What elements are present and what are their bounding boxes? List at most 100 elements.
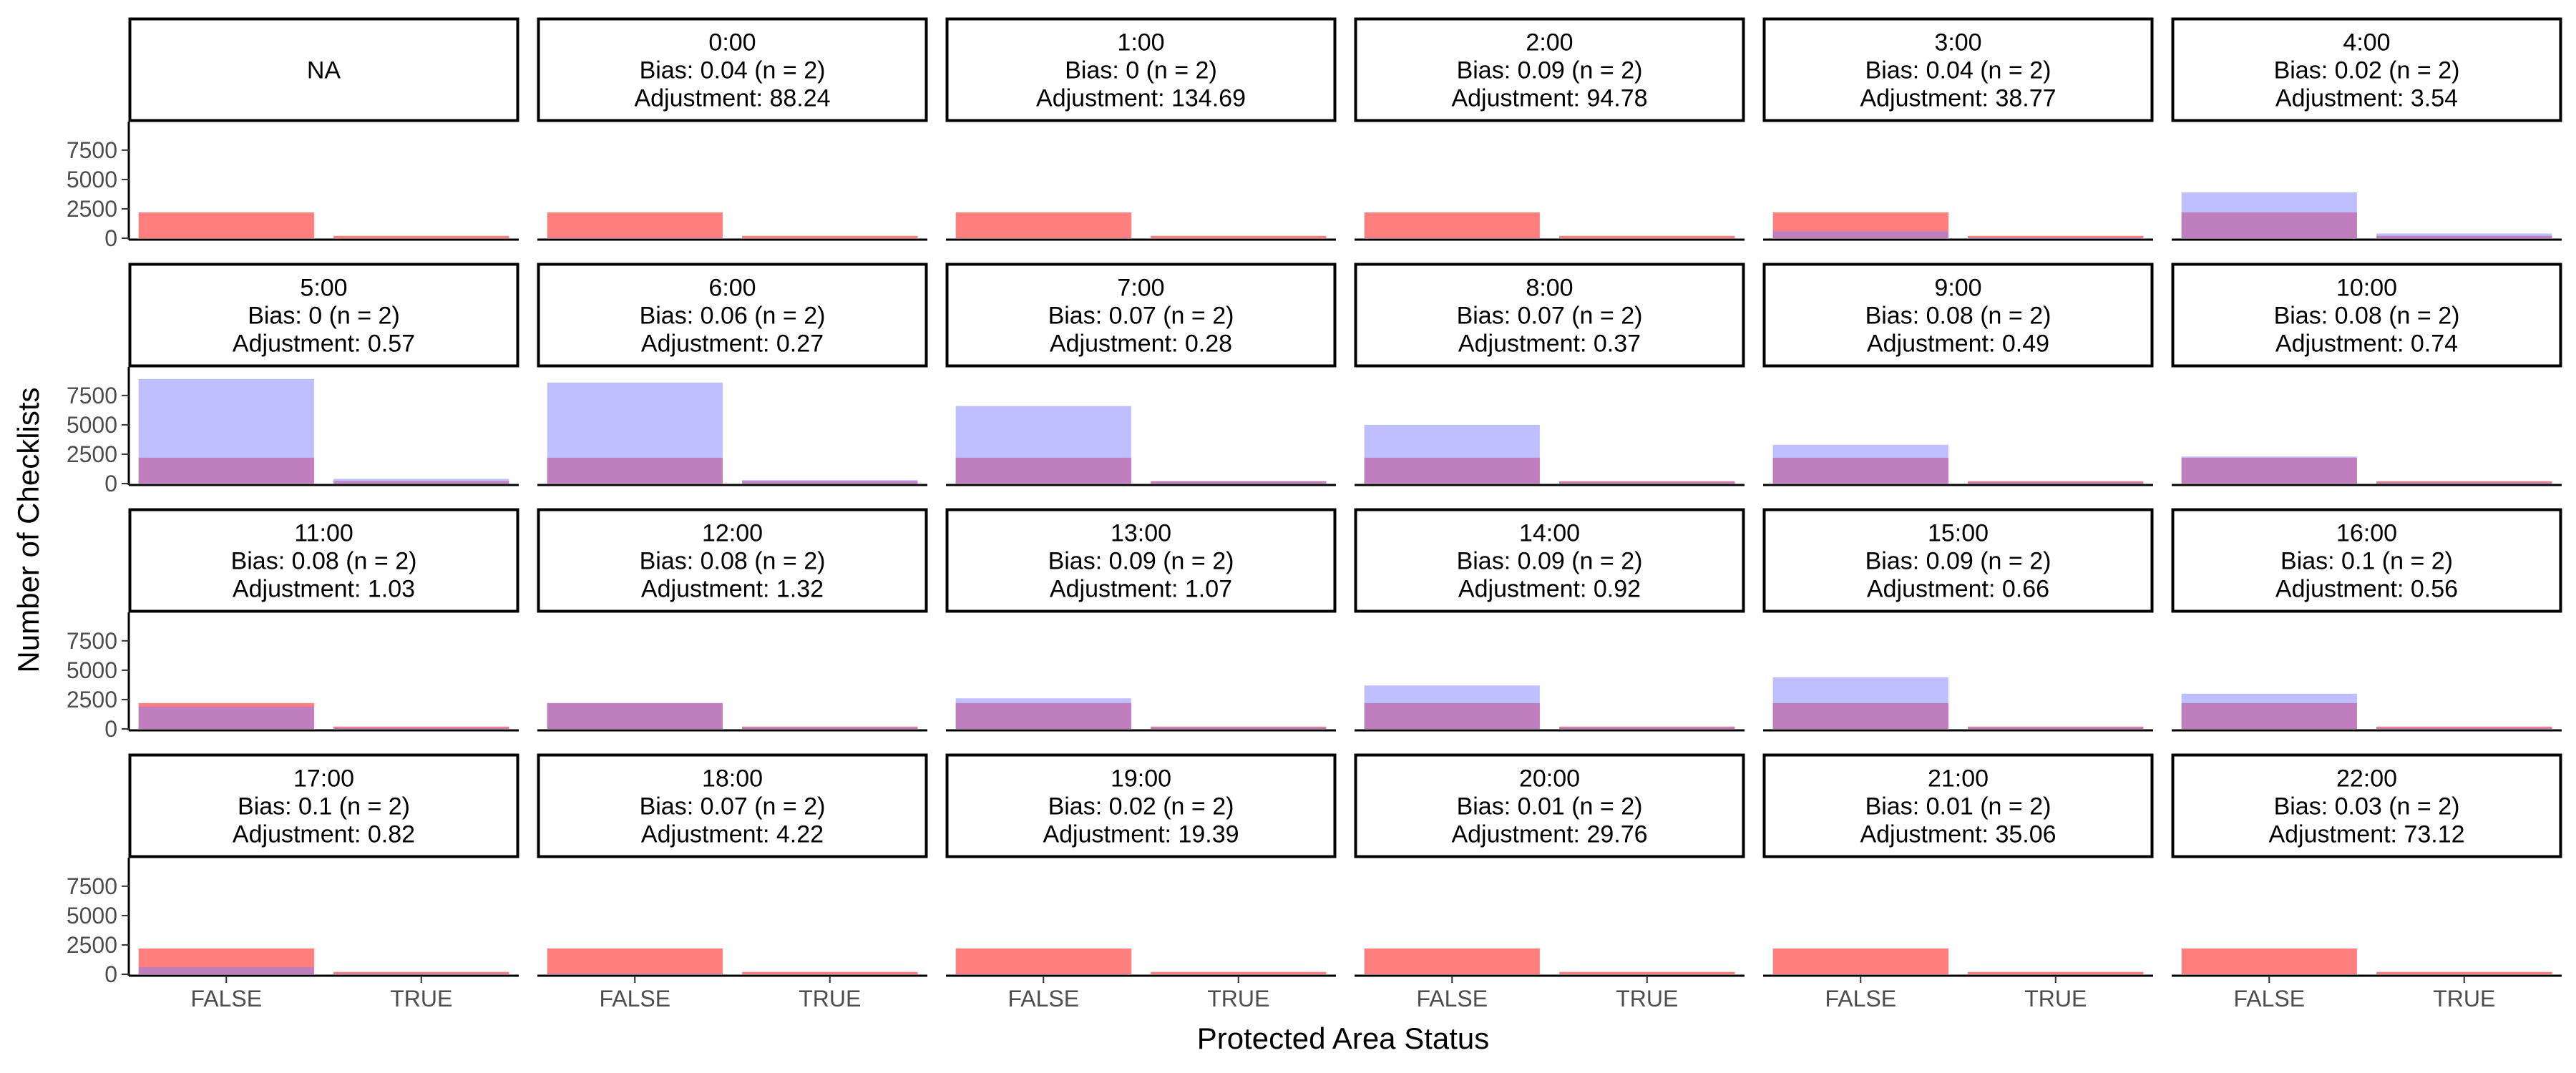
bar-series-b <box>742 727 918 729</box>
bar-series-b <box>547 702 723 729</box>
facet-label: NA <box>307 57 341 84</box>
y-tick-label: 7500 <box>67 383 117 408</box>
bar-series-a <box>547 212 723 238</box>
facet-strip <box>1762 17 2154 122</box>
facet-adjustment-label: Adjustment: 35.06 <box>1860 821 2056 848</box>
y-tick-label: 2500 <box>67 441 117 467</box>
facet-label: 14:00 <box>1519 520 1580 547</box>
facet-strip <box>2171 17 2562 122</box>
bar-series-b <box>2376 482 2552 484</box>
bar-series-a <box>1968 971 2144 974</box>
facet-label: 13:00 <box>1111 520 1171 547</box>
facet-adjustment-label: Adjustment: 0.57 <box>233 330 415 358</box>
bar-series-a <box>955 948 1131 974</box>
facet-label: 3:00 <box>1934 29 1981 57</box>
facet-adjustment-label: Adjustment: 0.92 <box>1458 576 1641 603</box>
facet-bias-label: Bias: 0.1 (n = 2) <box>238 793 410 820</box>
x-tick-label: TRUE <box>1207 986 1269 1011</box>
bar-series-b <box>1151 481 1327 484</box>
facet-strip <box>537 508 928 613</box>
bar-series-a <box>333 235 509 238</box>
y-tick-label: 7500 <box>67 628 117 654</box>
facet-bias-label: Bias: 0.09 (n = 2) <box>1865 548 2051 575</box>
y-tick-label: 5000 <box>67 903 117 929</box>
y-tick-label: 2500 <box>67 932 117 958</box>
facet-label: 9:00 <box>1934 275 1981 302</box>
facet-adjustment-label: Adjustment: 0.37 <box>1458 330 1641 358</box>
facet-adjustment-label: Adjustment: 4.22 <box>641 821 824 848</box>
facet-strip <box>1354 508 1745 613</box>
facet-label: 22:00 <box>2336 765 2397 793</box>
facet-adjustment-label: Adjustment: 38.77 <box>1860 85 2056 112</box>
facet-adjustment-label: Adjustment: 19.39 <box>1043 821 1239 848</box>
y-tick-label: 5000 <box>67 167 117 192</box>
bar-series-a <box>1364 212 1540 238</box>
y-tick-label: 2500 <box>67 196 117 222</box>
facet-label: 6:00 <box>708 275 756 302</box>
x-tick-label: FALSE <box>599 986 670 1011</box>
bar-series-b <box>2376 727 2552 729</box>
bar-series-a <box>1151 235 1327 238</box>
facet-label: 18:00 <box>702 765 763 793</box>
facet-bias-label: Bias: 0.08 (n = 2) <box>1865 303 2051 330</box>
facet-strip <box>1354 263 1745 368</box>
bar-series-b <box>2181 192 2357 238</box>
x-tick-label: FALSE <box>1416 986 1488 1011</box>
facet-bias-label: Bias: 0.02 (n = 2) <box>2274 57 2460 84</box>
bar-series-a <box>1968 235 2144 238</box>
bar-series-a <box>138 212 314 238</box>
x-tick-label: TRUE <box>2024 986 2087 1011</box>
bar-series-b <box>138 378 314 484</box>
facet-bias-label: Bias: 0.01 (n = 2) <box>1457 793 1643 820</box>
bar-series-b <box>955 698 1131 729</box>
bar-series-b <box>1364 685 1540 729</box>
facet-label: 2:00 <box>1526 29 1573 57</box>
facet-bias-label: Bias: 0.07 (n = 2) <box>1048 303 1234 330</box>
facet-strip <box>1762 753 2154 858</box>
facet-bias-label: Bias: 0.07 (n = 2) <box>1457 303 1643 330</box>
bar-series-b <box>333 727 509 729</box>
y-tick-label: 5000 <box>67 412 117 438</box>
bar-series-b <box>1559 481 1735 484</box>
facet-label: 11:00 <box>294 520 353 547</box>
facet-adjustment-label: Adjustment: 0.82 <box>233 821 415 848</box>
bar-series-b <box>955 406 1131 484</box>
facet-strip <box>945 508 1337 613</box>
bar-series-a <box>1364 948 1540 974</box>
facet-adjustment-label: Adjustment: 0.74 <box>2275 330 2458 358</box>
facet-bias-label: Bias: 0 (n = 2) <box>248 303 400 330</box>
facet-strip <box>945 753 1337 858</box>
facet-label: 20:00 <box>1519 765 1580 793</box>
facet-strip <box>128 508 519 613</box>
bar-series-b <box>1151 727 1327 729</box>
bar-series-a <box>1559 235 1735 238</box>
facet-bias-label: Bias: 0.08 (n = 2) <box>640 548 826 575</box>
bar-series-b <box>1772 444 1948 484</box>
y-tick-label: 0 <box>104 716 117 742</box>
facet-bias-label: Bias: 0.09 (n = 2) <box>1457 57 1643 84</box>
bar-series-a <box>1772 948 1948 974</box>
facet-adjustment-label: Adjustment: 0.66 <box>1867 576 2049 603</box>
facet-label: 12:00 <box>702 520 763 547</box>
bar-series-a <box>955 212 1131 238</box>
facet-adjustment-label: Adjustment: 94.78 <box>1451 85 1647 112</box>
facet-adjustment-label: Adjustment: 134.69 <box>1036 85 1246 112</box>
facet-label: 17:00 <box>293 765 354 793</box>
bar-series-b <box>2181 456 2357 484</box>
facet-adjustment-label: Adjustment: 1.03 <box>233 576 415 603</box>
